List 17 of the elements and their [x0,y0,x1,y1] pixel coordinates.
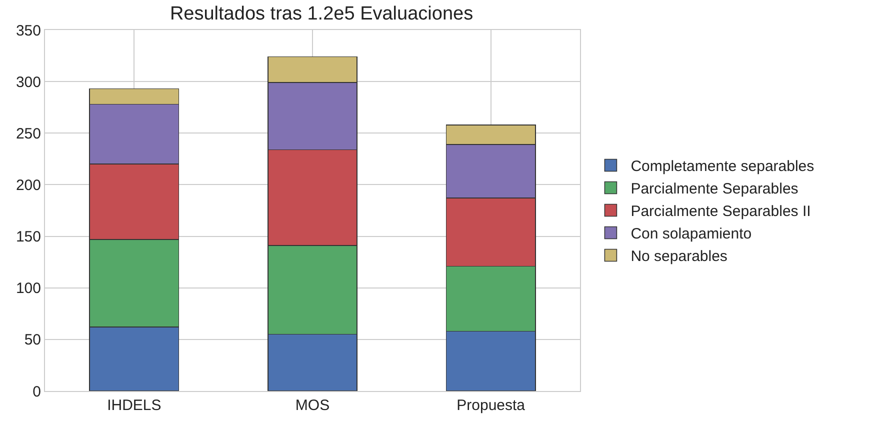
y-tick-label: 200 [16,176,41,194]
chart-title: Resultados tras 1.2e5 Evaluaciones [170,4,474,25]
legend-label: Parcialmente Separables II [630,203,811,220]
y-tick-label: 0 [32,383,41,400]
legend-label: Parcialmente Separables [630,180,798,198]
y-tick-label: 250 [16,125,41,142]
x-tick-label: Propuesta [456,397,526,414]
y-tick-label: 150 [16,228,41,246]
y-tick-label: 50 [24,332,41,349]
x-tick-label: IHDELS [107,397,162,414]
y-tick-label: 350 [16,22,41,40]
y-tick-label: 300 [16,74,41,91]
legend-label: No separables [630,248,728,266]
legend-label: Completamente separables [630,158,814,176]
x-tick-label: MOS [295,397,330,414]
legend-label: Con solapamiento [630,226,752,243]
y-tick-label: 100 [16,280,41,298]
